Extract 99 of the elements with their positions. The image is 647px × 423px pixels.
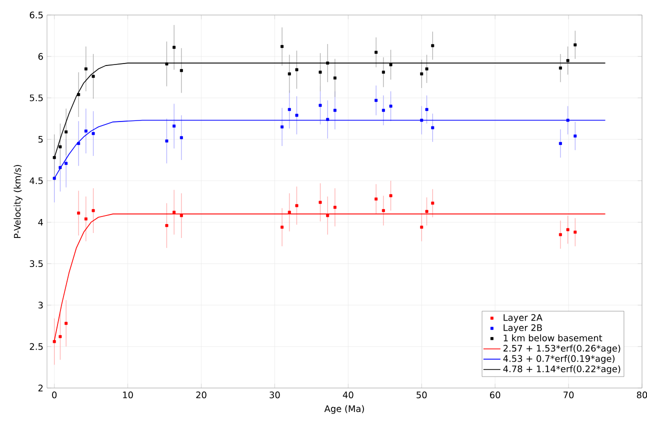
point — [326, 62, 330, 65]
x-tick-label: 30 — [270, 392, 280, 398]
y-tick-label: 4.5 — [30, 177, 43, 184]
legend-label: 4.78 + 1.14*erf(0.22*age) — [503, 365, 620, 374]
point — [374, 198, 378, 201]
point — [389, 63, 392, 66]
x-tick-label: 0 — [52, 392, 57, 398]
point — [295, 68, 298, 72]
legend-label: Layer 2A — [504, 314, 542, 323]
point — [431, 126, 434, 130]
point — [374, 50, 378, 54]
point — [52, 156, 56, 160]
point — [165, 62, 168, 66]
point — [64, 130, 68, 134]
point — [84, 217, 88, 220]
point — [558, 233, 562, 236]
point — [180, 69, 183, 72]
point — [382, 70, 385, 74]
point — [574, 134, 577, 138]
point — [77, 142, 80, 145]
point — [374, 98, 378, 102]
point — [425, 108, 428, 111]
y-tick-label: 2.5 — [30, 343, 43, 350]
point — [52, 340, 56, 344]
point — [326, 214, 330, 218]
x-tick-label: 70 — [564, 392, 574, 398]
point — [318, 70, 322, 74]
point — [58, 145, 62, 148]
x-tick-label: 80 — [636, 392, 647, 398]
point — [52, 176, 56, 180]
point — [566, 118, 570, 122]
point — [566, 59, 570, 62]
point — [280, 45, 284, 48]
point — [420, 72, 424, 76]
point — [288, 108, 291, 111]
y-tick-label: 4 — [38, 218, 43, 226]
point — [172, 210, 176, 214]
y-tick-label: 5 — [38, 136, 43, 143]
point — [382, 108, 385, 112]
point — [165, 139, 168, 142]
point — [165, 224, 168, 228]
point — [420, 118, 424, 122]
point — [172, 46, 176, 49]
legend-label: 4.53 + 0.7*erf(0.19*age) — [503, 355, 614, 364]
point — [318, 104, 322, 107]
point — [64, 162, 68, 165]
point — [425, 67, 428, 70]
point — [326, 118, 330, 121]
point — [92, 132, 95, 136]
y-tick-label: 3 — [38, 302, 43, 308]
point — [574, 230, 577, 234]
x-tick-label: 40 — [342, 392, 354, 398]
point — [574, 43, 577, 46]
point — [333, 76, 336, 80]
point — [295, 114, 298, 117]
y-axis-title: P-Velocity (km/s) — [14, 164, 22, 238]
x-tick-label: 20 — [196, 392, 206, 398]
point — [333, 108, 336, 112]
y-tick-label: 5.5 — [30, 94, 43, 102]
point — [172, 124, 176, 128]
point — [280, 226, 284, 229]
point — [333, 206, 336, 209]
point — [389, 194, 392, 198]
x-tick-label: 10 — [123, 392, 133, 398]
point — [77, 93, 80, 96]
point — [180, 136, 183, 140]
y-tick-label: 6.5 — [30, 12, 43, 18]
point — [558, 66, 562, 70]
point — [84, 130, 88, 133]
x-tick-label: 50 — [416, 392, 427, 398]
point — [92, 74, 95, 78]
point — [295, 204, 298, 208]
point — [318, 200, 322, 204]
point — [389, 104, 392, 108]
legend-label: Layer 2B — [504, 324, 542, 333]
point — [92, 209, 95, 212]
point — [425, 210, 428, 213]
point — [58, 166, 62, 170]
point — [288, 210, 291, 214]
x-axis-title: Age (Ma) — [324, 405, 364, 414]
legend-label: 1 km below basement — [504, 334, 602, 342]
y-tick-label: 3.5 — [30, 260, 43, 268]
point — [180, 214, 183, 218]
point — [77, 212, 80, 215]
point — [420, 226, 424, 229]
y-tick-label: 6 — [38, 53, 43, 60]
point — [566, 228, 570, 232]
x-tick-label: 60 — [490, 392, 500, 398]
point — [288, 72, 291, 76]
point — [382, 209, 385, 212]
y-tick-label: 2 — [38, 384, 43, 392]
point — [280, 125, 284, 128]
point — [431, 44, 434, 48]
point — [58, 335, 62, 338]
point — [558, 142, 562, 145]
point — [64, 322, 68, 325]
point — [84, 67, 88, 70]
point — [431, 202, 434, 205]
legend-label: 2.57 + 1.53*erf(0.26*age) — [503, 344, 620, 354]
